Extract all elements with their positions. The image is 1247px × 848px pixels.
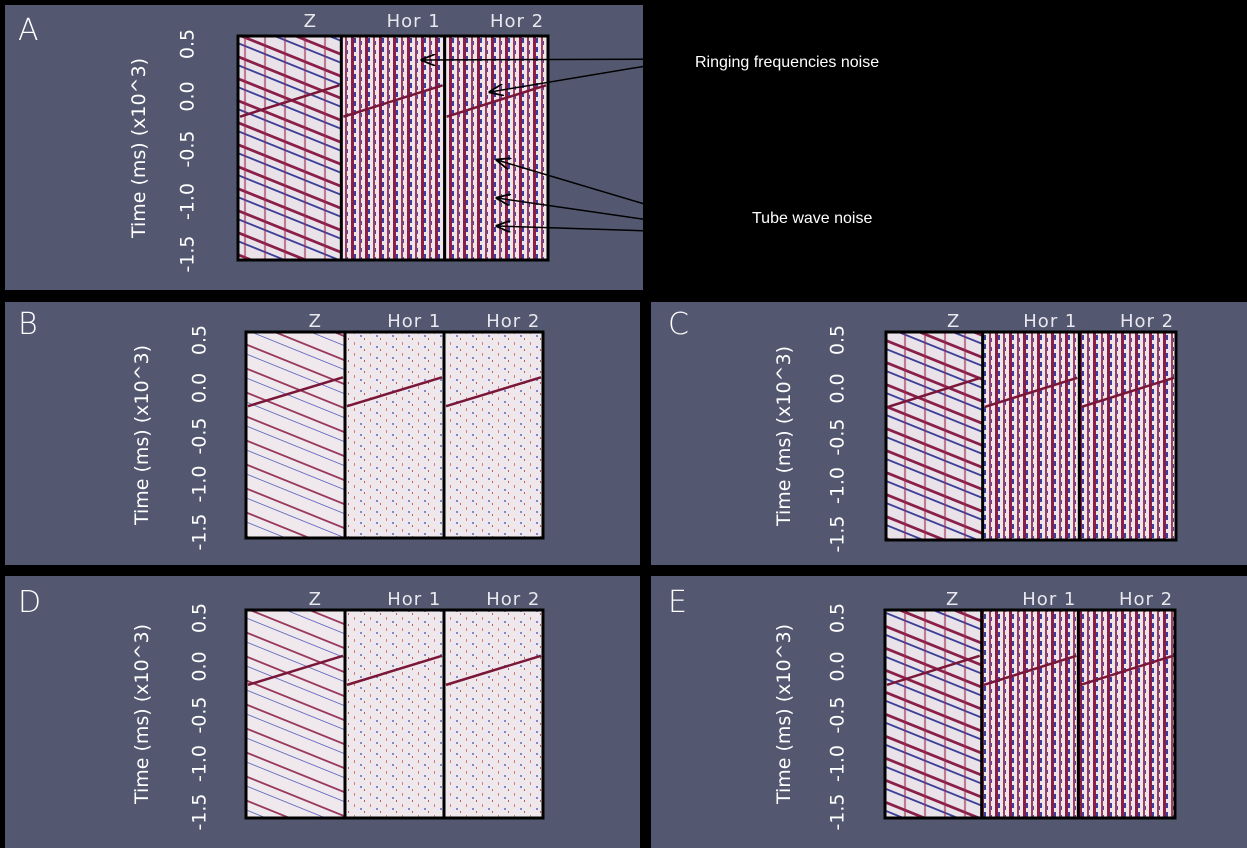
trace-image <box>345 610 444 818</box>
panel: B Time (ms) (x10^3) 0.5 0.0 -0.5 -1.0 -1.5 Z Hor… <box>5 302 640 565</box>
column-label: Hor 2 <box>486 311 540 332</box>
trace-image <box>1079 332 1176 540</box>
trace-image <box>345 332 444 538</box>
y-tick-label: -0.5 <box>189 696 211 733</box>
column-label: Hor 2 <box>1120 311 1174 332</box>
trace-image <box>246 610 345 818</box>
column-label: Z <box>946 589 959 610</box>
y-tick-label: 0.5 <box>177 29 199 59</box>
panel-label: B <box>18 307 38 342</box>
annotation: Tube wave noise <box>752 210 872 227</box>
trace-image <box>982 610 1079 818</box>
column-label: Hor 1 <box>1022 589 1076 610</box>
panel-label: D <box>18 585 41 620</box>
column-label: Hor 1 <box>387 11 441 32</box>
y-tick-label: 0.0 <box>189 373 211 403</box>
y-tick-label: 0.0 <box>189 651 211 681</box>
y-tick-label: 0.5 <box>827 603 849 633</box>
y-axis-label: Time (ms) (x10^3) <box>131 624 153 805</box>
y-tick-label: 0.0 <box>177 81 199 111</box>
column-label: Z <box>947 311 960 332</box>
column-label: Z <box>309 311 322 332</box>
figure: A Time (ms) (x10^3) 0.5 0.0 -0.5 -1.0 -1.5 Z Hor… <box>0 0 1247 848</box>
y-axis-label: Time (ms) (x10^3) <box>131 345 153 526</box>
y-tick-label: 0.5 <box>827 325 849 355</box>
annotation: Ringing frequencies noise <box>695 54 879 71</box>
trace-image <box>886 332 983 540</box>
y-tick-label: -1.5 <box>177 235 199 272</box>
y-tick-label: -1.5 <box>189 793 211 830</box>
column-label: Hor 2 <box>1119 589 1173 610</box>
column-label: Z <box>304 11 317 32</box>
column-label: Hor 2 <box>486 589 540 610</box>
panel-label: C <box>668 307 689 342</box>
column-label: Hor 1 <box>387 311 441 332</box>
trace-image <box>1078 610 1175 818</box>
y-tick-label: 0.5 <box>189 325 211 355</box>
y-tick-label: -1.0 <box>189 745 211 782</box>
y-axis-label: Time (ms) (x10^3) <box>128 58 150 239</box>
trace-image <box>444 610 543 818</box>
y-axis-label: Time (ms) (x10^3) <box>773 346 795 527</box>
y-tick-label: 0.0 <box>827 651 849 681</box>
trace-image <box>246 332 345 538</box>
y-tick-label: -1.5 <box>827 793 849 830</box>
panel: C Time (ms) (x10^3) 0.5 0.0 -0.5 -1.0 -1.5 Z Hor… <box>651 302 1247 565</box>
trace-image <box>341 36 444 260</box>
y-tick-label: -1.0 <box>177 183 199 220</box>
panel-label: A <box>18 13 39 48</box>
column-label: Hor 2 <box>490 11 544 32</box>
column-label: Hor 1 <box>387 589 441 610</box>
y-axis-label: Time (ms) (x10^3) <box>773 624 795 805</box>
y-tick-label: 0.5 <box>189 603 211 633</box>
panel: A Time (ms) (x10^3) 0.5 0.0 -0.5 -1.0 -1.5 Z Hor… <box>5 5 643 290</box>
y-tick-label: -1.5 <box>827 515 849 552</box>
y-tick-label: -1.0 <box>189 465 211 502</box>
y-tick-label: -0.5 <box>827 696 849 733</box>
column-label: Hor 1 <box>1023 311 1077 332</box>
panel-label: E <box>668 585 687 620</box>
trace-image <box>983 332 1080 540</box>
trace-image <box>444 332 543 538</box>
y-tick-label: -0.5 <box>827 418 849 455</box>
y-tick-label: 0.0 <box>827 373 849 403</box>
panel: D Time (ms) (x10^3) 0.5 0.0 -0.5 -1.0 -1.5 Z Hor… <box>5 576 640 848</box>
y-tick-label: -0.5 <box>189 417 211 454</box>
column-label: Z <box>309 589 322 610</box>
y-tick-label: -0.5 <box>177 130 199 167</box>
y-tick-label: -1.0 <box>827 745 849 782</box>
y-tick-label: -1.5 <box>189 513 211 550</box>
y-tick-label: -1.0 <box>827 467 849 504</box>
trace-image <box>885 610 982 818</box>
panel: E Time (ms) (x10^3) 0.5 0.0 -0.5 -1.0 -1.5 Z Hor… <box>651 576 1247 848</box>
trace-image <box>238 36 341 260</box>
